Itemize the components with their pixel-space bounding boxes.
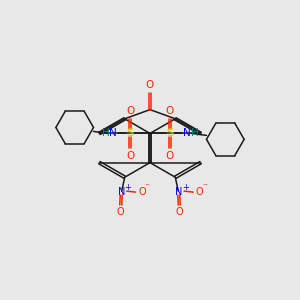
Text: O: O — [166, 151, 174, 161]
Text: N: N — [110, 128, 117, 138]
Text: H: H — [191, 128, 199, 138]
Text: O: O — [138, 187, 146, 196]
Text: H: H — [101, 128, 109, 138]
Text: +: + — [124, 183, 131, 192]
Text: ⁻: ⁻ — [144, 183, 149, 193]
Text: ⁻: ⁻ — [202, 183, 207, 193]
Text: O: O — [146, 80, 154, 90]
Text: S: S — [166, 128, 173, 138]
Text: O: O — [196, 187, 203, 196]
Text: N: N — [175, 187, 182, 196]
Text: +: + — [182, 183, 189, 192]
Text: O: O — [126, 151, 134, 161]
Text: O: O — [117, 207, 124, 217]
Text: O: O — [126, 106, 134, 116]
Text: N: N — [118, 187, 125, 196]
Text: N: N — [183, 128, 190, 138]
Text: O: O — [166, 106, 174, 116]
Text: S: S — [127, 128, 134, 138]
Text: O: O — [176, 207, 183, 217]
